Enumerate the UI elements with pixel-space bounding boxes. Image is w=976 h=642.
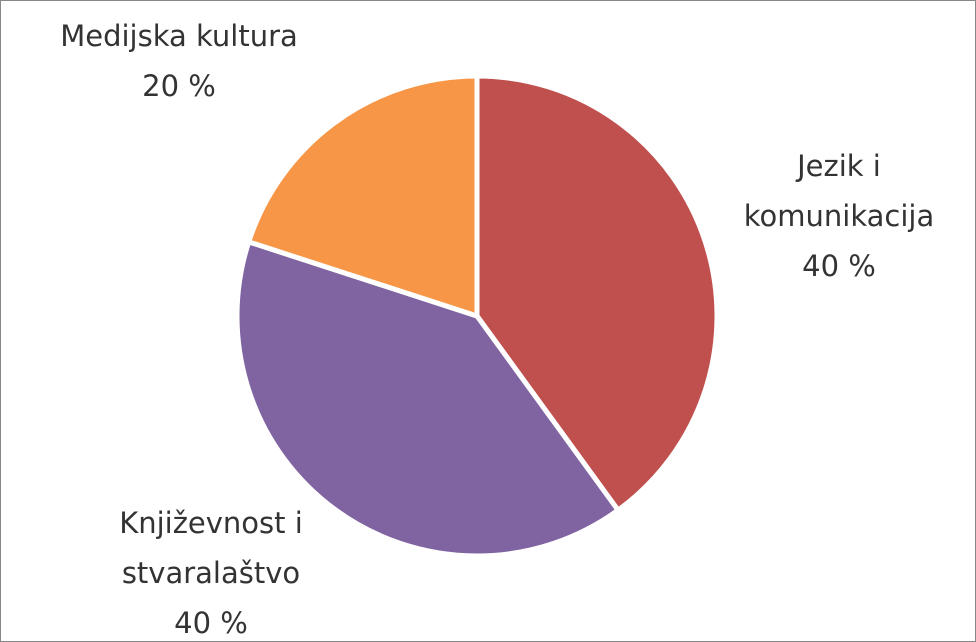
value-label: 20 % <box>142 69 216 103</box>
category-label: Književnost i stvaralaštvo <box>119 506 303 590</box>
value-label: 40 % <box>802 249 876 283</box>
pie-slice <box>474 73 720 513</box>
slice-label: Jezik i komunikacija 40 % <box>729 141 949 291</box>
pie-slice <box>246 73 480 319</box>
value-label: 40 % <box>174 606 248 640</box>
slice-label: Književnost i stvaralaštvo 40 % <box>101 498 321 641</box>
category-label: Jezik i komunikacija <box>743 149 935 233</box>
pie-slice <box>234 239 621 559</box>
category-label: Medijska kultura <box>60 19 298 53</box>
slice-label: Medijska kultura 20 % <box>29 11 329 111</box>
